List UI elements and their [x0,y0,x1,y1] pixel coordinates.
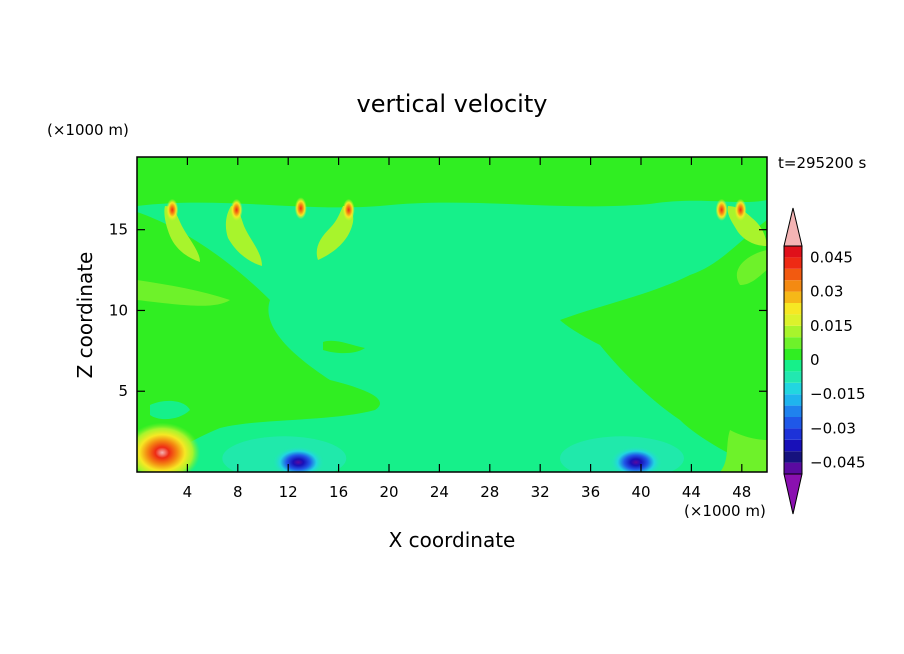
x-axis: 4 8 12 16 20 24 28 32 36 40 44 48 [183,157,751,501]
plume-top-cell [734,198,747,221]
x-tick-label: 32 [531,483,550,501]
updraft-cell [137,422,201,472]
colorbar-tick-label: 0.045 [810,248,853,266]
plume-top-cell [230,198,243,221]
colorbar-swatch [784,451,802,463]
colorbar-swatch [784,371,802,383]
x-tick-label: 36 [581,483,600,501]
colorbar-swatch [784,462,802,474]
x-axis-label: X coordinate [389,528,516,552]
colorbar-swatch [784,394,802,406]
colorbar-swatch [784,291,802,303]
colorbar-tick-label: −0.015 [810,385,866,403]
colorbar-swatch [784,405,802,417]
colorbar-swatch [784,303,802,315]
plume-mid [316,206,354,260]
downdraft-cell [609,446,662,472]
downdraft-cell [272,446,325,472]
time-label: t=295200 s [778,154,866,172]
field-lower-band [720,430,767,472]
field-right-band [736,250,767,285]
field-patch-mid [323,340,365,354]
x-unit-label: (×1000 m) [684,502,766,520]
colorbar-under-triangle [783,473,803,515]
plume-top-cell [342,198,355,221]
colorbar-tick-label: 0 [810,351,820,369]
y-axis: 5 10 15 [109,221,767,400]
colorbar-swatch [784,439,802,452]
colorbar-swatch [784,257,802,269]
x-tick-label: 16 [329,483,348,501]
field-upper-layer [137,157,767,208]
plume-top-cell [166,198,179,221]
x-tick-label: 48 [732,483,751,501]
field-patch-left [150,400,190,420]
colorbar-swatch [784,348,802,360]
colorbar-swatch [784,337,802,349]
y-tick-label: 15 [109,221,128,239]
colorbar-swatch [784,325,802,338]
colorbar-tick-label: −0.045 [810,454,866,472]
plot-area [137,157,767,472]
features-layer [137,197,747,472]
x-tick-label: 40 [631,483,650,501]
y-tick-label: 10 [109,301,128,319]
colorbar: 0.045 0.03 0.015 0 −0.015 −0.03 −0.045 [783,207,866,515]
colorbar-frame [783,245,803,475]
colorbar-tick-label: 0.03 [810,283,843,301]
y-unit-label: (×1000 m) [47,121,129,139]
chart-title: vertical velocity [357,90,548,118]
colorbar-tick-label: 0.015 [810,317,853,335]
x-tick-label: 20 [379,483,398,501]
x-tick-label: 8 [233,483,243,501]
y-tick-label: 5 [118,382,128,400]
plume-top-cell [294,197,307,220]
plume-top-cell [715,198,728,221]
colorbar-swatch [784,246,802,258]
x-tick-label: 4 [183,483,193,501]
colorbar-swatch [784,268,802,281]
x-tick-label: 44 [682,483,701,501]
colorbar-swatch [784,280,802,292]
x-tick-label: 24 [430,483,449,501]
x-tick-label: 28 [480,483,499,501]
colorbar-swatch [784,360,802,372]
plot-frame [136,156,768,473]
colorbar-swatch [784,382,802,395]
colorbar-swatch [784,428,802,440]
y-axis-label: Z coordinate [73,252,97,379]
colorbar-swatch [784,417,802,429]
field-left-band [137,280,230,306]
field-left-column [137,212,380,472]
colorbar-over-triangle [783,207,803,247]
colorbar-tick-label: −0.03 [810,419,856,437]
colorbar-swatch [784,314,802,326]
field-right-column [560,212,767,472]
plume-left-2 [225,206,262,266]
x-tick-label: 12 [279,483,298,501]
